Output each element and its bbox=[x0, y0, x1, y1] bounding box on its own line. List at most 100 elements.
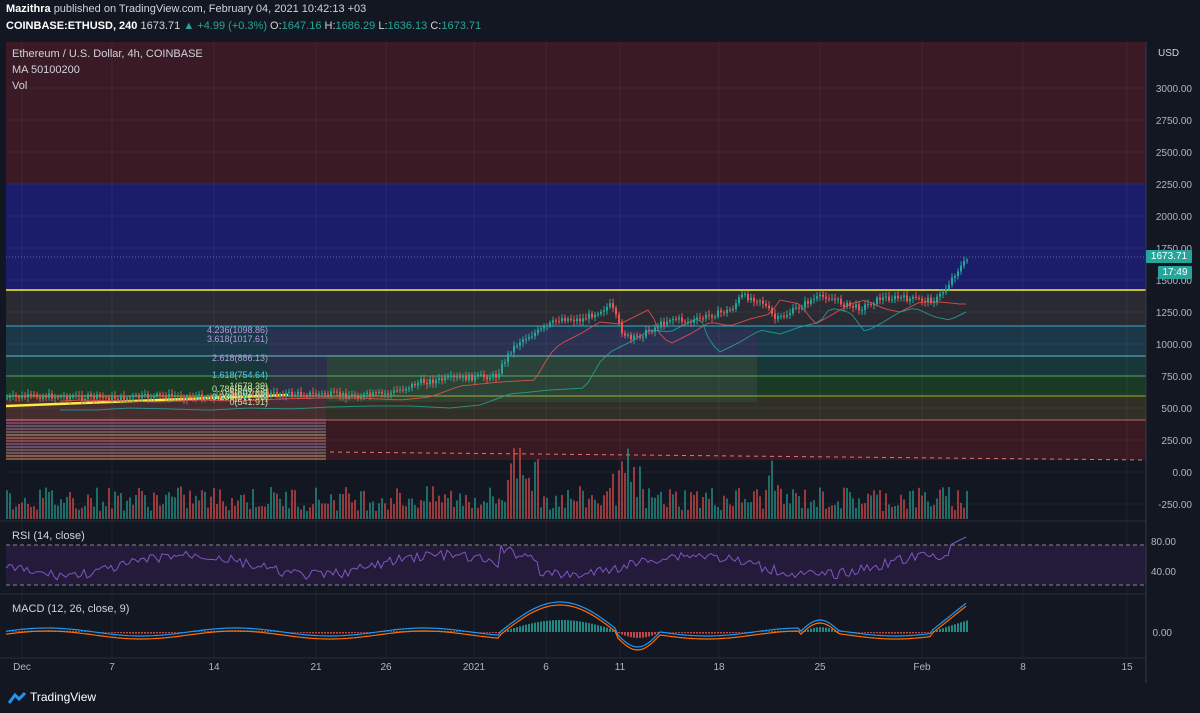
volume-bar bbox=[291, 489, 293, 519]
volume-bar bbox=[498, 498, 500, 519]
candle-body bbox=[738, 297, 740, 304]
brand-name[interactable]: TradingView bbox=[30, 690, 97, 704]
open-label: O: bbox=[270, 20, 282, 32]
volume-bar bbox=[426, 486, 428, 519]
macd-histogram-bar bbox=[489, 632, 491, 633]
fib-label: 1.618(754.64) bbox=[212, 370, 268, 380]
candle-body bbox=[279, 394, 281, 396]
candle-body bbox=[582, 318, 584, 322]
candle-body bbox=[333, 391, 335, 393]
low-value: 1636.13 bbox=[387, 20, 428, 32]
volume-bar bbox=[69, 491, 71, 519]
candle-body bbox=[873, 304, 875, 306]
macd-histogram-bar bbox=[204, 631, 206, 632]
macd-histogram-bar bbox=[831, 628, 833, 632]
volume-bar bbox=[441, 502, 443, 519]
macd-histogram-bar bbox=[492, 632, 494, 634]
candle-body bbox=[957, 271, 959, 277]
macd-histogram-bar bbox=[729, 632, 731, 634]
chart-area[interactable]: 4.236(1098.86) 3.618(1017.61) 2.618(886.13… bbox=[0, 38, 1200, 683]
candle-body bbox=[573, 319, 575, 322]
rsi-legend[interactable]: RSI (14, close) bbox=[12, 530, 85, 542]
macd-histogram-bar bbox=[120, 632, 122, 634]
candle-body bbox=[51, 393, 53, 399]
macd-histogram-bar bbox=[813, 627, 815, 632]
candle-body bbox=[171, 393, 173, 397]
volume-bar bbox=[276, 493, 278, 519]
volume-bar bbox=[363, 490, 365, 519]
volume-bar bbox=[105, 506, 107, 519]
volume-bar bbox=[696, 491, 698, 519]
macd-histogram-bar bbox=[393, 631, 395, 632]
volume-bar bbox=[534, 461, 536, 519]
volume-bar bbox=[930, 506, 932, 519]
candle-body bbox=[930, 297, 932, 303]
macd-histogram-bar bbox=[654, 632, 656, 635]
rsi-axis[interactable]: 80.00 40.00 bbox=[1151, 537, 1176, 578]
author-name[interactable]: Mazithra bbox=[6, 3, 51, 15]
price-tick: 1500.00 bbox=[1156, 276, 1193, 287]
vol-legend[interactable]: Vol bbox=[12, 80, 28, 92]
volume-bar bbox=[816, 506, 818, 519]
ma-legend[interactable]: MA 50100200 bbox=[12, 64, 80, 76]
volume-bar bbox=[873, 490, 875, 519]
volume-bar bbox=[516, 478, 518, 519]
macd-histogram-bar bbox=[531, 623, 533, 632]
macd-histogram-bar bbox=[537, 622, 539, 632]
candle-body bbox=[900, 297, 902, 299]
blue-zone bbox=[6, 184, 1146, 290]
candle-body bbox=[456, 376, 458, 378]
volume-bar bbox=[96, 487, 98, 519]
macd-axis[interactable]: 0.00 bbox=[1153, 628, 1173, 639]
fib-label: 2.618(886.13) bbox=[212, 353, 268, 363]
candle-body bbox=[858, 304, 860, 311]
candle-body bbox=[762, 300, 764, 304]
time-tick: 14 bbox=[208, 662, 220, 673]
candle-body bbox=[408, 387, 410, 389]
candle-body bbox=[192, 397, 194, 399]
candle-body bbox=[66, 396, 68, 400]
volume-bar bbox=[810, 501, 812, 519]
volume-bar bbox=[615, 505, 617, 519]
volume-bar bbox=[786, 494, 788, 519]
symbol-label[interactable]: COINBASE:ETHUSD, 240 bbox=[6, 20, 138, 32]
macd-histogram-bar bbox=[117, 632, 119, 634]
candle-body bbox=[90, 394, 92, 396]
volume-bar bbox=[6, 490, 8, 519]
candle-body bbox=[39, 397, 41, 399]
macd-histogram-bar bbox=[633, 632, 635, 638]
candle-body bbox=[834, 298, 836, 300]
macd-histogram-bar bbox=[726, 632, 728, 634]
volume-bar bbox=[444, 494, 446, 519]
candle-body bbox=[765, 303, 767, 306]
candle-body bbox=[390, 392, 392, 395]
macd-histogram-bar bbox=[723, 632, 725, 634]
time-axis[interactable]: Dec 7 14 21 26 2021 6 11 18 25 Feb 8 15 bbox=[13, 662, 1133, 673]
volume-bar bbox=[936, 498, 938, 519]
candle-body bbox=[498, 373, 500, 378]
volume-bar bbox=[657, 494, 659, 519]
candle-body bbox=[867, 304, 869, 306]
currency-label[interactable]: USD bbox=[1158, 48, 1180, 59]
macd-histogram-bar bbox=[528, 623, 530, 632]
volume-bar bbox=[624, 472, 626, 519]
volume-bar bbox=[675, 491, 677, 519]
volume-bar bbox=[165, 494, 167, 519]
chart-title[interactable]: Ethereum / U.S. Dollar, 4h, COINBASE bbox=[12, 48, 203, 60]
macd-histogram-bar bbox=[546, 620, 548, 632]
volume-bar bbox=[261, 505, 263, 519]
volume-bar bbox=[573, 500, 575, 519]
price-axis[interactable]: 3000.00 2750.00 2500.00 2250.00 2000.00 1750.… bbox=[1156, 84, 1193, 511]
macd-histogram-bar bbox=[837, 630, 839, 632]
price-tick: 250.00 bbox=[1161, 436, 1192, 447]
macd-histogram-bar bbox=[960, 622, 962, 632]
volume-bar bbox=[417, 507, 419, 519]
volume-bar bbox=[63, 502, 65, 519]
candle-body bbox=[195, 396, 197, 399]
volume-bar bbox=[495, 503, 497, 519]
volume-bar bbox=[660, 491, 662, 519]
candle-body bbox=[777, 315, 779, 319]
macd-legend[interactable]: MACD (12, 26, close, 9) bbox=[12, 603, 130, 615]
macd-histogram-bar bbox=[207, 631, 209, 632]
chart-canvas[interactable]: 4.236(1098.86)3.618(1017.61) 2.618(886.13… bbox=[0, 38, 1200, 683]
